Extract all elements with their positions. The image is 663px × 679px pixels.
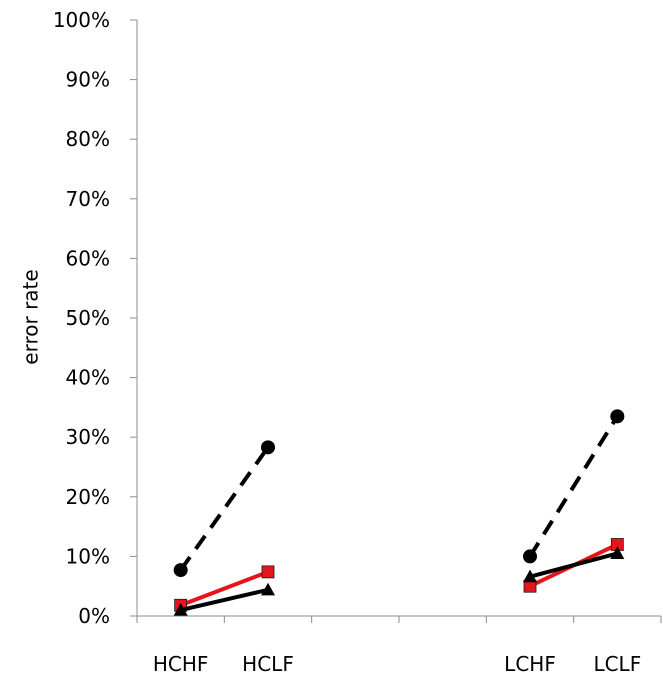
- data-point-circle: [261, 440, 275, 455]
- series-2: [174, 538, 624, 612]
- y-tick-label: 100%: [53, 8, 110, 32]
- series-line: [528, 415, 620, 558]
- x-axis-ticks: HCHF HCLF LCHF LCLF: [136, 616, 662, 676]
- series-line: [179, 446, 270, 572]
- data-point-triangle: [261, 582, 275, 596]
- series-line: [529, 551, 618, 579]
- x-tick-label: HCHF: [153, 652, 209, 676]
- y-tick-label: 60%: [66, 246, 110, 270]
- y-tick-label: 20%: [66, 485, 110, 509]
- y-tick-label: 40%: [66, 366, 110, 390]
- series-line: [179, 570, 269, 608]
- x-tick-label: LCHF: [504, 652, 556, 676]
- y-tick-label: 0%: [78, 604, 110, 628]
- y-tick-label: 30%: [66, 425, 110, 449]
- series-line: [180, 587, 269, 612]
- x-tick-label: LCLF: [593, 652, 641, 676]
- data-point-circle: [523, 549, 537, 564]
- y-tick-label: 90%: [66, 68, 110, 92]
- y-axis-ticks: 0% 10% 20% 30% 40% 50% 60% 70% 80% 90% 100%: [53, 8, 137, 628]
- data-point-circle: [610, 409, 625, 424]
- data-point-triangle: [523, 569, 537, 583]
- data-point-circle: [173, 563, 188, 578]
- series-3: [173, 546, 625, 616]
- y-axis-title: error rate: [19, 269, 43, 364]
- data-point-triangle: [610, 546, 625, 560]
- axes: [136, 20, 661, 617]
- series-1: [173, 409, 625, 578]
- y-tick-label: 80%: [66, 127, 110, 151]
- data-point-triangle: [173, 603, 188, 616]
- y-tick-label: 50%: [66, 306, 110, 330]
- x-tick-label: HCLF: [242, 652, 294, 676]
- series-layer: [173, 409, 625, 616]
- y-tick-label: 10%: [66, 544, 110, 568]
- y-tick-label: 70%: [66, 187, 110, 211]
- data-point-square: [261, 565, 275, 579]
